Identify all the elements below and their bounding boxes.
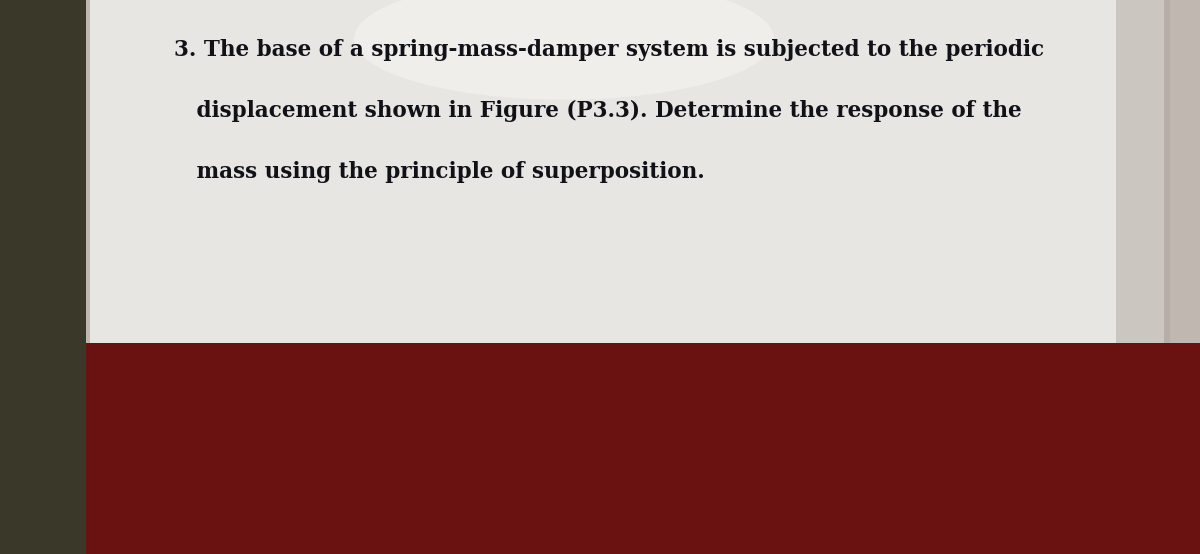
Text: 3. The base of a spring-mass-damper system is subjected to the periodic: 3. The base of a spring-mass-damper syst… bbox=[174, 39, 1044, 61]
Bar bbox=[90, 0, 1164, 343]
Text: displacement shown in Figure (P3.3). Determine the response of the: displacement shown in Figure (P3.3). Det… bbox=[174, 100, 1021, 122]
Bar bbox=[0, 0, 86, 554]
Ellipse shape bbox=[354, 0, 774, 100]
Text: mass using the principle of superposition.: mass using the principle of superpositio… bbox=[174, 161, 704, 183]
Bar bbox=[1116, 0, 1170, 343]
Bar bbox=[0, 343, 1200, 554]
